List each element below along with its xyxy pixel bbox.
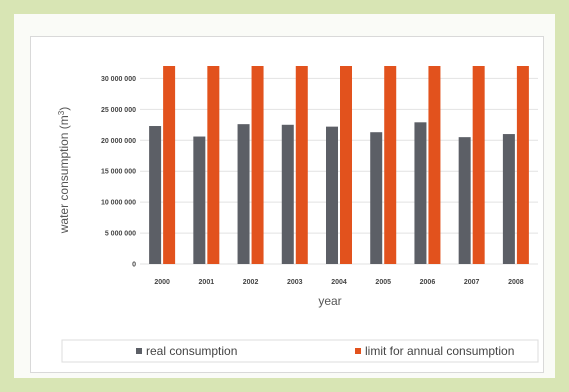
bar-real-consumption bbox=[149, 126, 162, 264]
bar-limit-annual-consumption bbox=[428, 66, 441, 264]
bar-real-consumption bbox=[370, 132, 383, 264]
y-tick-label: 30 000 000 bbox=[101, 76, 136, 83]
legend-label-real: real consumption bbox=[146, 344, 237, 358]
bar-real-consumption bbox=[237, 124, 250, 264]
bar-real-consumption bbox=[502, 134, 515, 264]
x-tick-label: 2002 bbox=[243, 279, 259, 286]
bar-limit-annual-consumption bbox=[472, 66, 485, 264]
x-tick-label: 2003 bbox=[287, 279, 303, 286]
legend-swatch-real bbox=[136, 348, 142, 354]
bar-real-consumption bbox=[281, 124, 294, 264]
bar-limit-annual-consumption bbox=[384, 66, 397, 264]
bars bbox=[149, 66, 529, 265]
x-tick-label: 2001 bbox=[199, 279, 215, 286]
legend: real consumption limit for annual consum… bbox=[61, 339, 539, 363]
y-tick-label: 10 000 000 bbox=[101, 200, 136, 207]
bar-real-consumption bbox=[193, 136, 206, 264]
x-tick-label: 2005 bbox=[375, 279, 391, 286]
x-tick-label: 2008 bbox=[508, 279, 524, 286]
y-tick-label: 20 000 000 bbox=[101, 138, 136, 145]
x-tick-label: 2006 bbox=[420, 279, 436, 286]
bar-limit-annual-consumption bbox=[251, 66, 264, 264]
legend-label-limit: limit for annual consumption bbox=[365, 344, 514, 358]
bar-limit-annual-consumption bbox=[163, 66, 176, 264]
y-tick-label: 0 bbox=[132, 262, 136, 269]
bar-real-consumption bbox=[326, 126, 338, 264]
x-tick-label: 2000 bbox=[154, 279, 170, 286]
y-tick-label: 25 000 000 bbox=[101, 107, 136, 114]
x-tick-labels: 2000 2001 2002 2003 2004 2005 2006 2007 2008 bbox=[154, 279, 523, 286]
bar-limit-annual-consumption bbox=[295, 66, 308, 264]
y-tick-labels: 0 5 000 000 10 000 000 15 000 000 20 000 000… bbox=[101, 76, 136, 269]
y-tick-label: 15 000 000 bbox=[101, 169, 136, 176]
bar-limit-annual-consumption bbox=[207, 66, 220, 264]
bar-real-consumption bbox=[458, 137, 471, 264]
x-tick-label: 2004 bbox=[331, 279, 347, 286]
bar-limit-annual-consumption bbox=[516, 66, 529, 264]
y-axis-title: water consumption (m3) bbox=[57, 107, 72, 235]
bar-limit-annual-consumption bbox=[340, 66, 352, 264]
bar-real-consumption bbox=[414, 122, 427, 265]
x-axis-title: year bbox=[318, 294, 341, 308]
y-tick-label: 5 000 000 bbox=[105, 231, 136, 238]
legend-swatch-limit bbox=[355, 348, 361, 354]
gridlines bbox=[140, 77, 538, 265]
x-tick-label: 2007 bbox=[464, 279, 480, 286]
